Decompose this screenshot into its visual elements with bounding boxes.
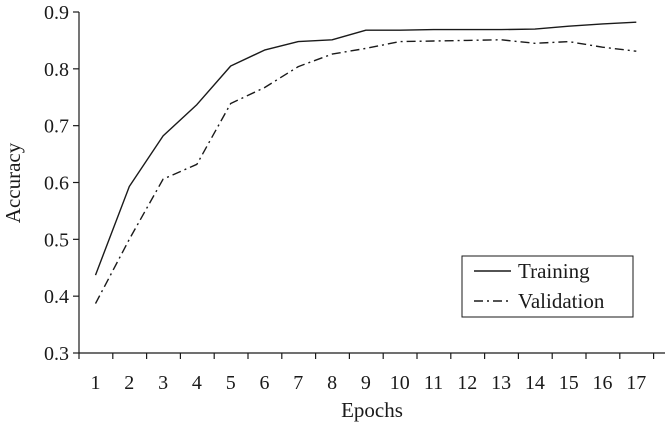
x-tick-label: 8 [327,372,337,394]
x-tick-label: 7 [293,372,303,394]
x-tick-label: 16 [593,372,613,394]
y-tick-label: 0.5 [44,229,69,251]
y-axis-label: Accuracy [1,142,25,223]
y-tick-label: 0.9 [44,2,69,24]
x-tick-label: 13 [491,372,511,394]
x-axis-ticks: 1 2 3 4 5 6 7 8 9 10 11 12 13 14 15 16 17 [78,353,655,394]
x-axis-label: Epochs [341,398,403,422]
x-tick-label: 14 [525,372,545,394]
y-tick-label: 0.6 [44,173,69,195]
x-tick-label: 12 [457,372,477,394]
x-tick-label: 4 [192,372,202,394]
x-tick-label: 2 [124,372,134,394]
x-tick-label: 9 [361,372,371,394]
x-tick-label: 6 [260,372,270,394]
x-tick-label: 10 [390,372,410,394]
legend: Training Validation [461,255,634,318]
y-tick-label: 0.3 [44,343,69,365]
y-axis-ticks: 0.3 0.4 0.5 0.6 0.7 0.8 0.9 [44,2,79,365]
x-tick-label: 15 [559,372,579,394]
series-layer [94,21,637,304]
legend-label-training: Training [518,259,590,283]
x-tick-label: 3 [158,372,168,394]
x-tick-label: 1 [91,372,101,394]
legend-box [461,255,634,318]
y-tick-label: 0.7 [44,116,69,138]
y-tick-label: 0.8 [44,59,69,81]
y-tick-label: 0.4 [44,286,69,308]
series-line-validation [94,39,637,304]
x-tick-label: 5 [226,372,236,394]
x-tick-label: 17 [626,372,646,394]
series-line-training [94,21,637,276]
x-tick-label: 11 [424,372,443,394]
legend-label-validation: Validation [518,289,605,313]
